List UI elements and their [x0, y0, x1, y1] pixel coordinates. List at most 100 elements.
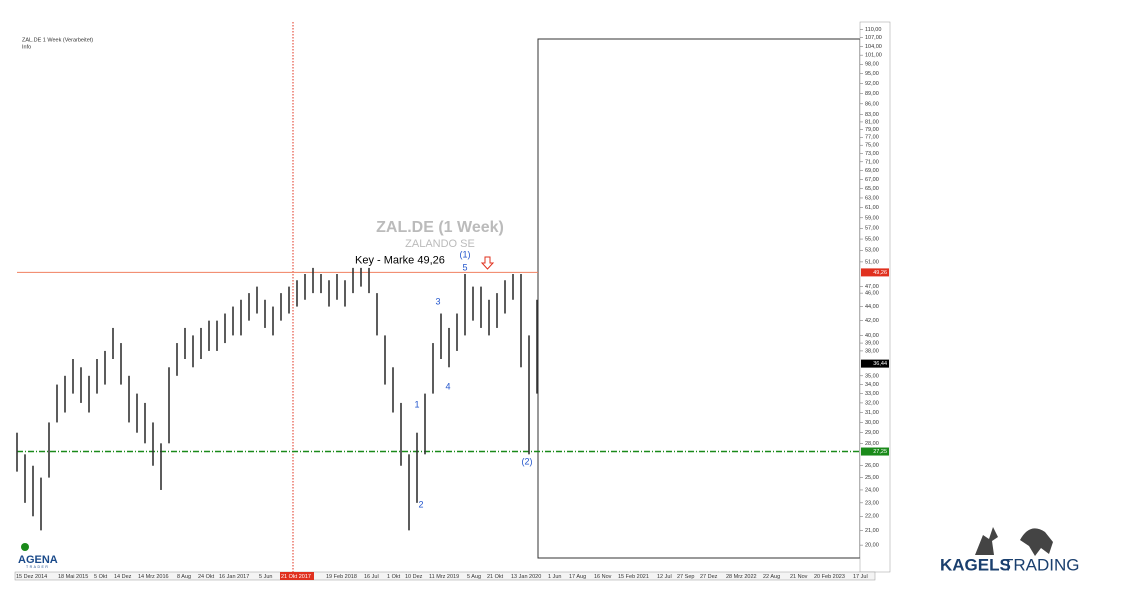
y-tick-label: 107,00: [865, 35, 882, 41]
date-label: 28 Mrz 2022: [726, 574, 757, 580]
date-label: 17 Jul: [853, 574, 868, 580]
wave-label: 5: [462, 262, 467, 272]
price-tag-label: 27,25: [873, 449, 887, 455]
y-tick-label: 95,00: [865, 71, 879, 77]
date-label: 14 Dez: [114, 574, 132, 580]
y-tick-label: 31,00: [865, 410, 879, 416]
date-label: 5 Aug: [467, 574, 481, 580]
date-label: 22 Aug: [763, 574, 780, 580]
date-label: 1 Jun: [548, 574, 561, 580]
agena-logo: AGENA TRADER: [18, 543, 58, 569]
y-tick-label: 53,00: [865, 248, 879, 254]
down-arrow: [480, 256, 495, 270]
kagels-logo: KAGELS TRADING: [940, 527, 1080, 574]
date-label: 16 Jul: [364, 574, 379, 580]
y-tick-label: 40,00: [865, 333, 879, 339]
y-tick-label: 98,00: [865, 62, 879, 68]
bull-icon: [975, 527, 998, 555]
price-tag: [861, 447, 889, 456]
y-tick-label: 101,00: [865, 53, 882, 59]
date-label: 16 Nov: [594, 574, 612, 580]
y-tick-label: 51,00: [865, 259, 879, 265]
y-tick-label: 24,00: [865, 487, 879, 493]
y-tick-label: 20,00: [865, 543, 879, 549]
y-tick-label: 79,00: [865, 127, 879, 133]
date-label: 5 Jun: [259, 574, 272, 580]
y-tick-label: 34,00: [865, 382, 879, 388]
y-tick-label: 92,00: [865, 81, 879, 87]
y-tick-label: 104,00: [865, 44, 882, 50]
y-tick-label: 65,00: [865, 186, 879, 192]
y-tick-label: 83,00: [865, 112, 879, 118]
date-label: 10 Dez: [405, 574, 423, 580]
y-tick-label: 29,00: [865, 430, 879, 436]
info-line: ZAL.DE 1 Week (Verarbeitet): [22, 37, 93, 43]
date-label: 19 Feb 2018: [326, 574, 357, 580]
date-label: 21 Okt: [487, 574, 504, 580]
y-tick-label: 61,00: [865, 205, 879, 211]
date-label: 27 Dez: [700, 574, 718, 580]
logo-text: KAGELS: [940, 555, 1011, 574]
y-tick-label: 75,00: [865, 143, 879, 149]
y-tick-label: 59,00: [865, 215, 879, 221]
y-tick-label: 73,00: [865, 151, 879, 157]
y-tick-label: 39,00: [865, 341, 879, 347]
y-tick-label: 28,00: [865, 441, 879, 447]
y-tick-label: 81,00: [865, 119, 879, 125]
y-tick-label: 22,00: [865, 514, 879, 520]
date-label: 27 Sep: [677, 574, 694, 580]
date-label: 12 Jul: [657, 574, 672, 580]
wave-label: 4: [445, 381, 450, 391]
date-label: 15 Feb 2021: [618, 574, 649, 580]
empty-box: [537, 38, 861, 559]
date-label: 24 Okt: [198, 574, 215, 580]
y-tick-label: 44,00: [865, 304, 879, 310]
y-tick-label: 35,00: [865, 373, 879, 379]
wave-label: 3: [435, 296, 440, 306]
date-label: 13 Jan 2020: [511, 574, 541, 580]
price-tag: [861, 268, 889, 277]
y-tick-label: 33,00: [865, 391, 879, 397]
price-tag-label: 49,26: [873, 270, 887, 276]
y-tick-label: 69,00: [865, 168, 879, 174]
price-tag: [861, 359, 889, 368]
y-tick-label: 38,00: [865, 348, 879, 354]
date-label: 21 Nov: [790, 574, 808, 580]
y-tick-label: 71,00: [865, 159, 879, 165]
logo-icon: [21, 543, 29, 551]
date-label: 1 Okt: [387, 574, 401, 580]
chart-subtitle: ZALANDO SE: [405, 238, 475, 250]
key-level-label: Key - Marke 49,26: [355, 254, 445, 266]
price-axis: [859, 21, 891, 573]
y-tick-label: 89,00: [865, 91, 879, 97]
y-tick-label: 30,00: [865, 420, 879, 426]
bear-icon: [1020, 528, 1053, 556]
date-label: 14 Mrz 2016: [138, 574, 169, 580]
y-tick-label: 26,00: [865, 463, 879, 469]
wave-label: (1): [460, 249, 471, 259]
y-tick-label: 63,00: [865, 195, 879, 201]
chart-title: ZAL.DE (1 Week): [376, 219, 504, 236]
info-line: Info: [22, 44, 31, 50]
y-tick-label: 46,00: [865, 291, 879, 297]
date-label: 5 Okt: [94, 574, 108, 580]
y-tick-label: 42,00: [865, 318, 879, 324]
date-label: 11 Mrz 2019: [429, 574, 459, 580]
y-tick-label: 32,00: [865, 400, 879, 406]
date-label: 21 Okt 2017: [281, 574, 311, 580]
date-label: 8 Aug: [177, 574, 191, 580]
y-tick-label: 86,00: [865, 101, 879, 107]
logo-text: TRADING: [1003, 555, 1080, 574]
y-tick-label: 47,00: [865, 284, 879, 290]
date-highlight: [280, 572, 314, 580]
date-label: 16 Jan 2017: [219, 574, 249, 580]
y-tick-label: 25,00: [865, 475, 879, 481]
date-label: 17 Aug: [569, 574, 586, 580]
wave-label: 1: [414, 399, 419, 409]
y-tick-label: 23,00: [865, 500, 879, 506]
date-label: 18 Mai 2015: [58, 574, 88, 580]
wave-label: 2: [418, 499, 423, 509]
y-tick-label: 21,00: [865, 528, 879, 534]
y-tick-label: 57,00: [865, 226, 879, 232]
date-label: 15 Dez 2014: [16, 574, 47, 580]
